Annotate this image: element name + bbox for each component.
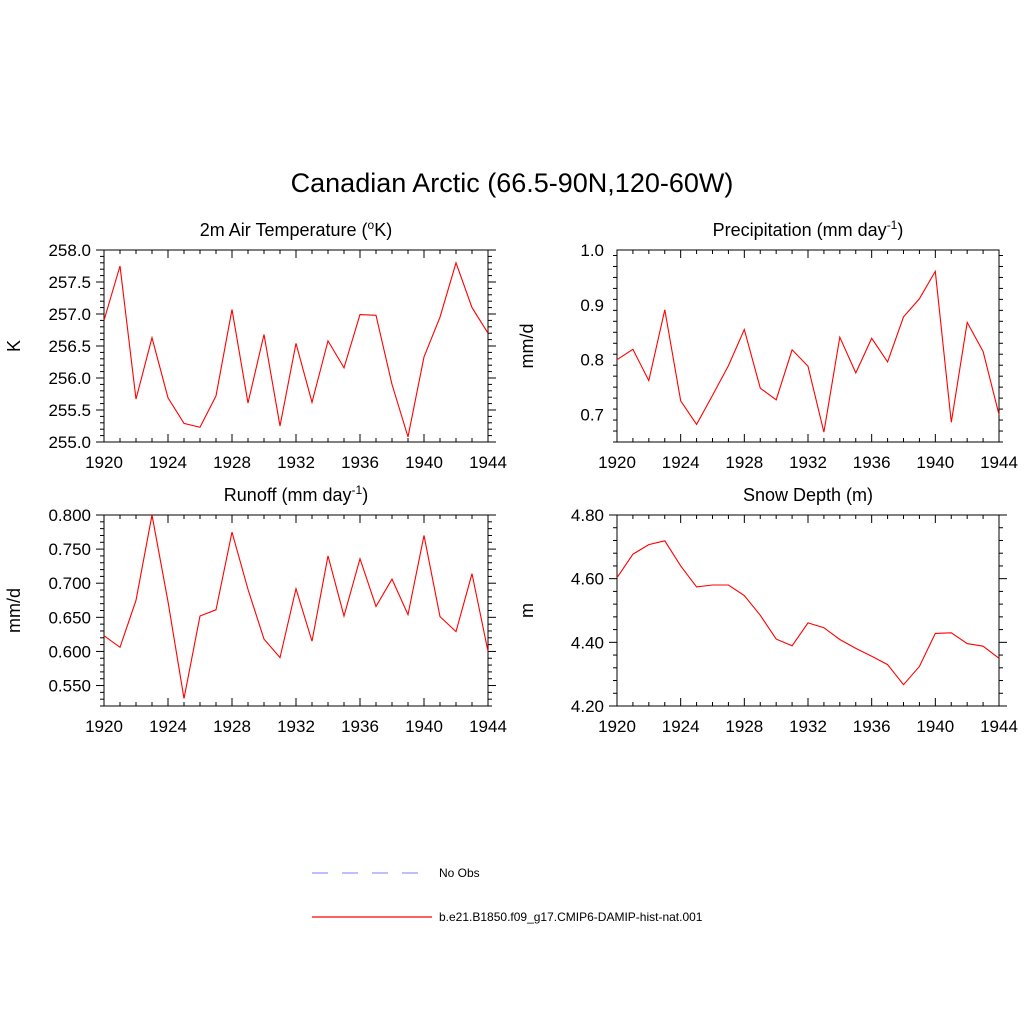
- chart-1-ylabel: K: [4, 340, 24, 352]
- chart-2-ytick-label: 1.0: [580, 241, 604, 260]
- chart-4-xtick-label: 1944: [980, 717, 1018, 736]
- chart-1-ytick-label: 258.0: [48, 241, 91, 260]
- chart-3-series-line-1: [103, 514, 489, 699]
- chart-3-xtick-label: 1940: [405, 717, 443, 736]
- chart-2-ytick-label: 0.7: [580, 406, 604, 425]
- chart-2-xtick-label: 1944: [980, 453, 1018, 472]
- chart-4-ytick-label: 4.40: [571, 633, 604, 652]
- chart-panel-1: 2m Air Temperature (oK) K 1920 1924 1928 1932…: [4, 218, 507, 472]
- chart-4-xtick-label: 1936: [853, 717, 891, 736]
- chart-2-xtick-label: 1920: [598, 453, 636, 472]
- chart-3-xtick-label: 1936: [341, 717, 379, 736]
- chart-2-xtick-label: 1924: [662, 453, 700, 472]
- chart-1-ytick-label: 256.5: [48, 337, 91, 356]
- chart-4-xtick-label: 1920: [598, 717, 636, 736]
- chart-4-xtick-label: 1924: [662, 717, 700, 736]
- chart-4-frame: [616, 514, 1000, 707]
- chart-3-ytick-label: 0.700: [48, 574, 91, 593]
- chart-3-ylabel: mm/d: [4, 588, 24, 633]
- chart-1-xtick-label: 1924: [149, 453, 187, 472]
- chart-4-ylabel: m: [517, 603, 537, 618]
- chart-2-title: Precipitation (mm day-1): [713, 218, 904, 240]
- chart-3-title: Runoff (mm day-1): [224, 483, 368, 505]
- chart-4-ytick-label: 4.80: [571, 506, 604, 525]
- chart-2-series-line-1: [616, 269, 1000, 433]
- chart-panel-3: Runoff (mm day-1) mm/d 1920 1924 1928 1932 193…: [4, 483, 507, 736]
- chart-1-xtick-label: 1928: [213, 453, 251, 472]
- chart-1-xtick-label: 1920: [85, 453, 123, 472]
- chart-3-xtick-label: 1924: [149, 717, 187, 736]
- chart-1-ytick-label: 255.5: [48, 401, 91, 420]
- chart-1-xtick-label: 1932: [277, 453, 315, 472]
- chart-2-frame: [616, 249, 1000, 443]
- chart-1-series-line-1: [103, 261, 489, 438]
- chart-4-series-line-1: [616, 540, 1000, 686]
- figure-title: Canadian Arctic (66.5-90N,120-60W): [290, 168, 734, 198]
- chart-3-ytick-label: 0.600: [48, 642, 91, 661]
- chart-4-title: Snow Depth (m): [743, 485, 873, 505]
- chart-2-ylabel: mm/d: [517, 324, 537, 369]
- chart-3-ytick-label: 0.550: [48, 677, 91, 696]
- chart-3-ytick-label: 0.750: [48, 540, 91, 559]
- chart-4-xtick-label: 1932: [789, 717, 827, 736]
- chart-3-xtick-label: 1944: [469, 717, 507, 736]
- chart-3-xtick-label: 1928: [213, 717, 251, 736]
- chart-1-ytick-label: 255.0: [48, 433, 91, 452]
- chart-1-title: 2m Air Temperature (oK): [200, 218, 392, 240]
- chart-1-ytick-label: 256.0: [48, 369, 91, 388]
- chart-panel-4: Snow Depth (m) m 1920 1924 1928 1932 1936 1940 1…: [517, 485, 1018, 736]
- chart-3-xtick-label: 1920: [85, 717, 123, 736]
- chart-2-xtick-label: 1936: [853, 453, 891, 472]
- chart-4-ytick-label: 4.60: [571, 570, 604, 589]
- chart-4-ytick-label: 4.20: [571, 697, 604, 716]
- chart-1-ytick-label: 257.0: [48, 305, 91, 324]
- chart-3-xtick-label: 1932: [277, 717, 315, 736]
- chart-1-ytick-label: 257.5: [48, 273, 91, 292]
- chart-2-xtick-label: 1928: [725, 453, 763, 472]
- chart-2-ytick-label: 0.9: [580, 296, 604, 315]
- chart-1-xtick-label: 1936: [341, 453, 379, 472]
- chart-2-xtick-label: 1940: [916, 453, 954, 472]
- chart-2-ytick-label: 0.8: [580, 351, 604, 370]
- chart-3-frame: [103, 514, 489, 707]
- chart-2-xtick-label: 1932: [789, 453, 827, 472]
- chart-1-xtick-label: 1944: [469, 453, 507, 472]
- chart-3-ytick-label: 0.650: [48, 608, 91, 627]
- chart-3-ytick-label: 0.800: [48, 506, 91, 525]
- chart-panel-2: Precipitation (mm day-1) mm/d 1920 1924 1928…: [517, 218, 1018, 472]
- chart-4-xtick-label: 1928: [725, 717, 763, 736]
- chart-1-xtick-label: 1940: [405, 453, 443, 472]
- chart-4-xtick-label: 1940: [916, 717, 954, 736]
